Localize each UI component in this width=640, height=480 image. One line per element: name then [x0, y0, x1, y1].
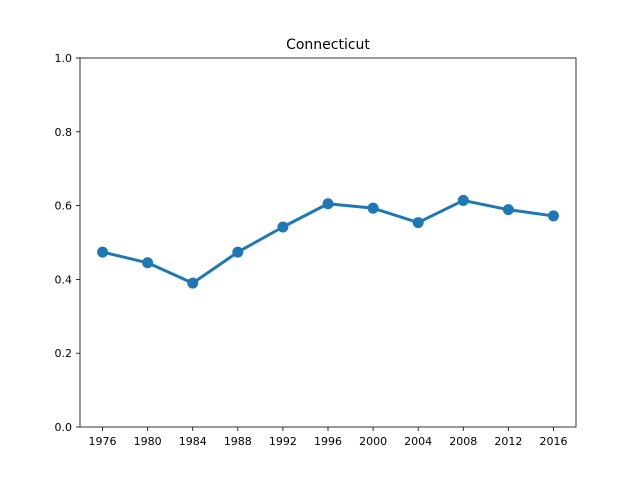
data-point [187, 277, 199, 289]
data-point [412, 217, 424, 229]
y-tick-label: 0.0 [55, 421, 73, 434]
x-tick-label: 2012 [494, 435, 522, 448]
plot-area: 1976 1980 1984 1988 1992 1996 2000 2004 2008 2012… [55, 52, 577, 448]
x-tick-label: 1988 [224, 435, 252, 448]
data-point [232, 246, 244, 258]
y-tick-label: 0.6 [55, 200, 73, 213]
data-point [547, 210, 559, 222]
x-tick-label: 1976 [89, 435, 117, 448]
x-tick-label: 1996 [314, 435, 342, 448]
y-tick-label: 0.4 [55, 273, 73, 286]
x-tick-label: 2016 [539, 435, 567, 448]
x-tick-label: 1984 [179, 435, 207, 448]
y-tick-label: 0.2 [55, 347, 73, 360]
x-tick-label: 2000 [359, 435, 387, 448]
y-tick-label: 1.0 [55, 52, 73, 65]
axes-frame [79, 57, 577, 428]
x-tick-label: 1992 [269, 435, 297, 448]
x-tick-label: 1980 [134, 435, 162, 448]
x-tick-label: 2008 [449, 435, 477, 448]
data-point [502, 204, 514, 216]
data-point [97, 246, 109, 258]
data-point [277, 221, 289, 233]
data-point [142, 257, 154, 269]
data-point [367, 202, 379, 214]
data-point [322, 198, 334, 210]
chart-title: Connecticut [286, 37, 370, 53]
y-tick-label: 0.8 [55, 126, 73, 139]
x-tick-label: 2004 [404, 435, 432, 448]
data-point [457, 194, 469, 206]
